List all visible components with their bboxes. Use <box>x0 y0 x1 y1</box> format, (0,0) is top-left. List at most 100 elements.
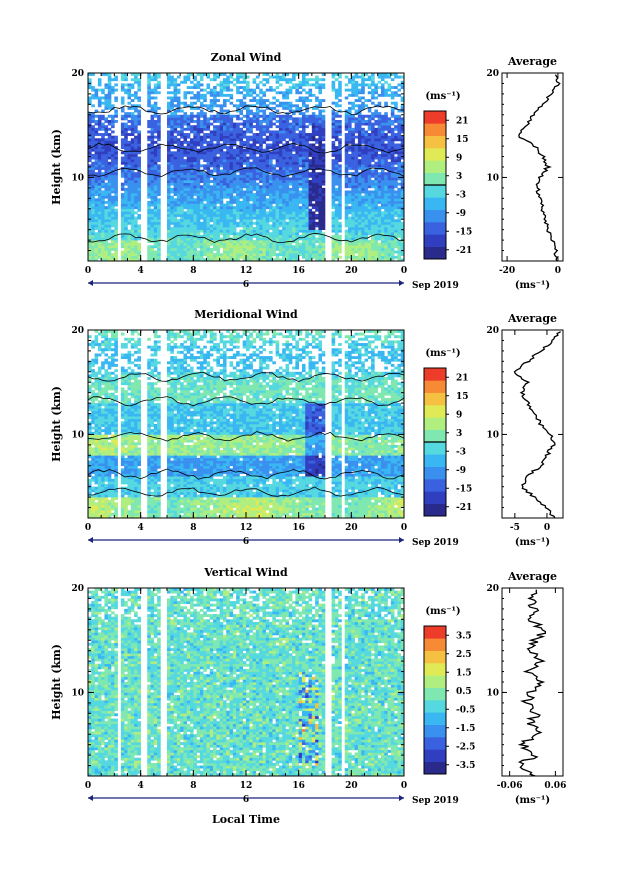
heatmap-cell <box>282 187 286 191</box>
heatmap-cell <box>374 177 378 181</box>
heatmap-cell <box>150 169 155 173</box>
heatmap-cell <box>311 151 316 155</box>
heatmap-cell <box>371 164 375 168</box>
heatmap-cell <box>269 206 273 210</box>
heatmap-cell <box>357 255 362 259</box>
heatmap-cell <box>351 104 355 108</box>
heatmap-cell <box>130 151 135 155</box>
heatmap-cell <box>176 242 181 246</box>
heatmap-cell <box>321 255 326 259</box>
heatmap-cell <box>338 211 342 215</box>
heatmap-cell <box>242 247 247 251</box>
heatmap-cell <box>374 138 378 142</box>
heatmap-cell <box>167 104 171 108</box>
heatmap-cell <box>196 185 201 189</box>
heatmap-cell <box>107 206 112 210</box>
heatmap-cell <box>252 153 257 157</box>
heatmap-cell <box>101 133 105 136</box>
heatmap-cell <box>344 234 349 238</box>
heatmap-cell <box>295 193 299 197</box>
heatmap-cell <box>120 78 125 82</box>
heatmap-cell <box>114 174 118 178</box>
heatmap-cell <box>236 214 240 217</box>
heatmap-cell <box>206 227 211 230</box>
heatmap-cell <box>252 203 257 207</box>
heatmap-cell <box>226 78 230 82</box>
heatmap-cell <box>331 182 336 186</box>
heatmap-cell <box>167 180 171 183</box>
heatmap-cell <box>104 83 109 87</box>
heatmap-cell <box>308 232 313 236</box>
heatmap-cell <box>190 169 194 173</box>
heatmap-cell <box>242 80 247 84</box>
heatmap-cell <box>203 234 207 238</box>
heatmap-cell <box>176 240 181 244</box>
heatmap-cell <box>120 227 125 230</box>
heatmap-cell <box>157 214 161 217</box>
heatmap-cell <box>150 130 155 134</box>
heatmap-cell <box>331 250 336 254</box>
heatmap-cell <box>229 180 234 183</box>
heatmap-cell <box>364 190 369 194</box>
heatmap-cell <box>176 153 181 157</box>
heatmap-cell <box>275 224 280 228</box>
heatmap-cell <box>371 156 375 160</box>
heatmap-cell <box>357 106 362 110</box>
heatmap-cell <box>196 208 201 212</box>
heatmap-cell <box>88 159 92 163</box>
heatmap-cell <box>318 125 323 129</box>
heatmap-cell <box>269 255 273 259</box>
heatmap-cell <box>285 214 290 217</box>
heatmap-cell <box>130 164 135 168</box>
heatmap-cell <box>213 146 217 150</box>
heatmap-cell <box>94 174 99 178</box>
heatmap-cell <box>124 237 128 241</box>
heatmap-cell <box>193 250 197 254</box>
heatmap-cell <box>301 122 306 126</box>
heatmap-cell <box>157 146 161 150</box>
heatmap-cell <box>351 114 355 118</box>
heatmap-cell <box>364 200 369 204</box>
heatmap-cell <box>255 148 260 152</box>
heatmap-cell <box>298 83 303 87</box>
heatmap-cell <box>88 167 92 170</box>
heatmap-cell <box>173 214 178 217</box>
heatmap-cell <box>196 214 201 217</box>
heatmap-cell <box>104 237 109 241</box>
heatmap-cell <box>236 195 240 199</box>
heatmap-cell <box>120 229 125 233</box>
heatmap-cell <box>351 172 355 176</box>
heatmap-cell <box>186 174 191 178</box>
heatmap-cell <box>338 91 342 95</box>
heatmap-cell <box>338 86 342 89</box>
heatmap-cell <box>176 195 181 199</box>
heatmap-cell <box>354 174 359 178</box>
heatmap-cell <box>272 148 276 152</box>
heatmap-cell <box>348 138 352 142</box>
heatmap-cell <box>199 208 204 212</box>
heatmap-cell <box>167 73 171 76</box>
heatmap-cell <box>91 208 95 212</box>
heatmap-cell <box>275 130 280 134</box>
heatmap-cell <box>219 242 224 246</box>
heatmap-cell <box>259 169 263 173</box>
heatmap-cell <box>209 198 214 202</box>
heatmap-cell <box>130 245 135 249</box>
heatmap-cell <box>203 151 207 155</box>
heatmap-cell <box>167 138 171 142</box>
heatmap-cell <box>262 219 267 223</box>
heatmap-cell <box>176 148 181 152</box>
heatmap-cell <box>285 177 290 181</box>
heatmap-cell <box>130 250 135 254</box>
heatmap-cell <box>269 245 273 249</box>
heatmap-cell <box>252 104 257 108</box>
heatmap-cell <box>232 211 237 215</box>
heatmap-cell <box>94 120 99 123</box>
heatmap-cell <box>295 172 299 176</box>
heatmap-cell <box>315 86 319 89</box>
heatmap-cell <box>344 198 349 202</box>
heatmap-cell <box>137 214 141 217</box>
heatmap-cell <box>374 245 378 249</box>
heatmap-cell <box>249 190 253 194</box>
heatmap-cell <box>262 83 267 87</box>
